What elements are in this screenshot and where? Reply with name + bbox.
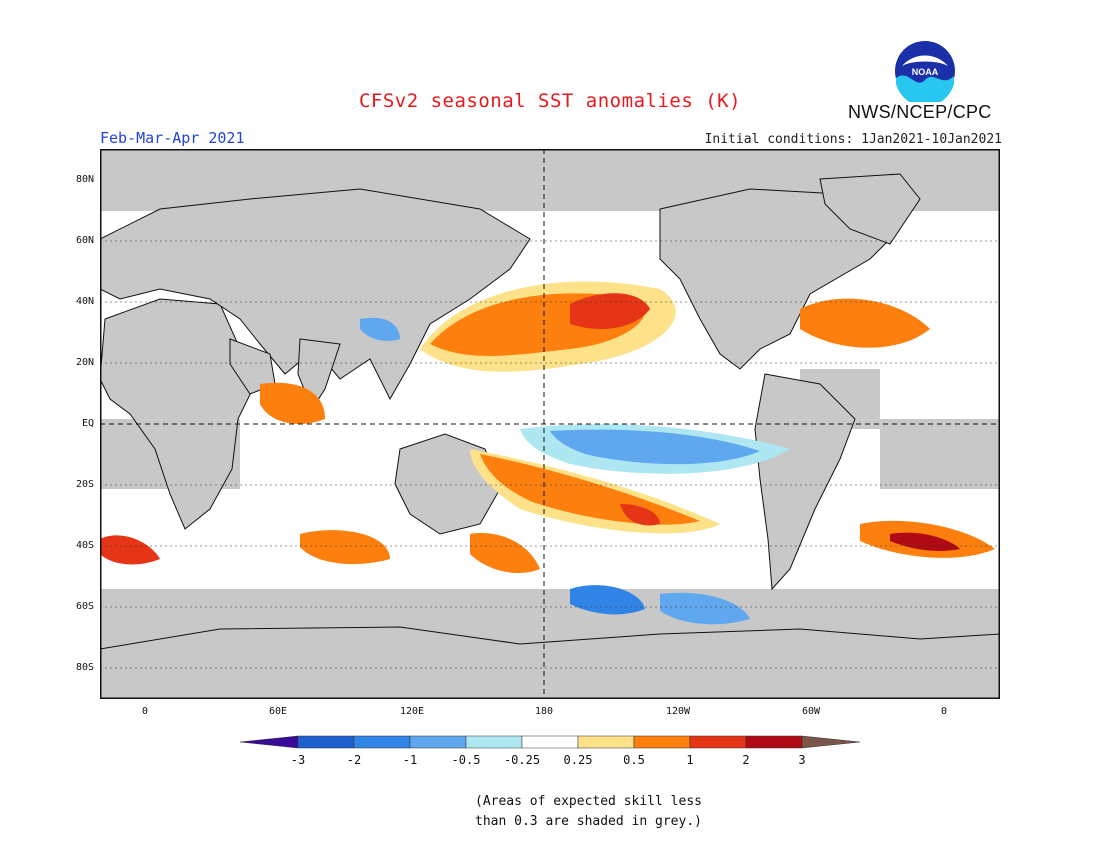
colorbar-tick-label: 0.25 — [563, 753, 593, 767]
colorbar-tick-label: -0.25 — [503, 753, 541, 767]
map-frame — [100, 149, 1000, 699]
colorbar-cell — [353, 735, 411, 749]
lon-label-120e: 120E — [399, 706, 425, 717]
greenland — [819, 173, 921, 245]
lon-label-0-east: 0 — [940, 706, 948, 717]
colorbar-cell — [465, 735, 523, 749]
colorbar-cell — [689, 735, 747, 749]
colorbar-arrow-max — [801, 735, 861, 749]
lon-label-60e: 60E — [268, 706, 288, 717]
colorbar-cell — [297, 735, 355, 749]
initial-conditions-label: Initial conditions: 1Jan2021-10Jan2021 — [704, 132, 1002, 147]
colorbar-cell — [409, 735, 467, 749]
colorbar-cell — [633, 735, 691, 749]
sst-anomaly-map — [100, 149, 1000, 699]
agency-label: NWS/NCEP/CPC — [848, 102, 992, 122]
noaa-logo: NOAA — [895, 41, 955, 102]
colorbar-tick-label: -1 — [402, 753, 418, 767]
map-title: CFSv2 seasonal SST anomalies (K) — [358, 90, 742, 112]
eurasia — [100, 188, 531, 401]
colorbar-tick-label: 0.5 — [623, 753, 645, 767]
colorbar-tick-label: 3 — [798, 753, 806, 767]
lat-label-40n: 40N — [75, 296, 94, 307]
colorbar-tick-label: 2 — [742, 753, 750, 767]
colorbar-tick-label: 1 — [686, 753, 694, 767]
lat-label-80n: 80N — [75, 174, 94, 185]
lon-label-60w: 60W — [801, 706, 821, 717]
colorbar-tick-label: -2 — [346, 753, 362, 767]
logo-text: NOAA — [912, 67, 939, 77]
colorbar — [239, 735, 861, 749]
colorbar-cell — [745, 735, 803, 749]
skill-note-line: than 0.3 are shaded in grey.) — [475, 814, 702, 829]
lat-label-80s: 80S — [75, 662, 94, 673]
lat-label-40s: 40S — [75, 540, 94, 551]
lon-label-180: 180 — [534, 706, 554, 717]
warm-anomalies — [100, 281, 995, 574]
colorbar-tick-label: -3 — [290, 753, 306, 767]
colorbar-arrow-min — [239, 735, 299, 749]
lat-label-20s: 20S — [75, 479, 94, 490]
lat-label-eq: EQ — [81, 418, 94, 429]
lon-label-0: 0 — [141, 706, 149, 717]
lon-label-120w: 120W — [665, 706, 691, 717]
lat-label-60n: 60N — [75, 235, 94, 246]
antarctica — [100, 626, 1000, 699]
lat-label-20n: 20N — [75, 357, 94, 368]
colorbar-cell — [521, 735, 579, 749]
skill-note: (Areas of expected skill less than 0.3 a… — [475, 792, 735, 832]
colorbar-cell — [577, 735, 635, 749]
africa — [100, 298, 261, 530]
colorbar-tick-label: -0.5 — [451, 753, 481, 767]
graticule — [100, 240, 1000, 669]
lat-label-60s: 60S — [75, 601, 94, 612]
season-label: Feb-Mar-Apr 2021 — [100, 129, 245, 147]
cool-anomalies — [360, 317, 790, 625]
skill-note-line: (Areas of expected skill less — [475, 794, 702, 809]
continents — [100, 173, 1000, 699]
